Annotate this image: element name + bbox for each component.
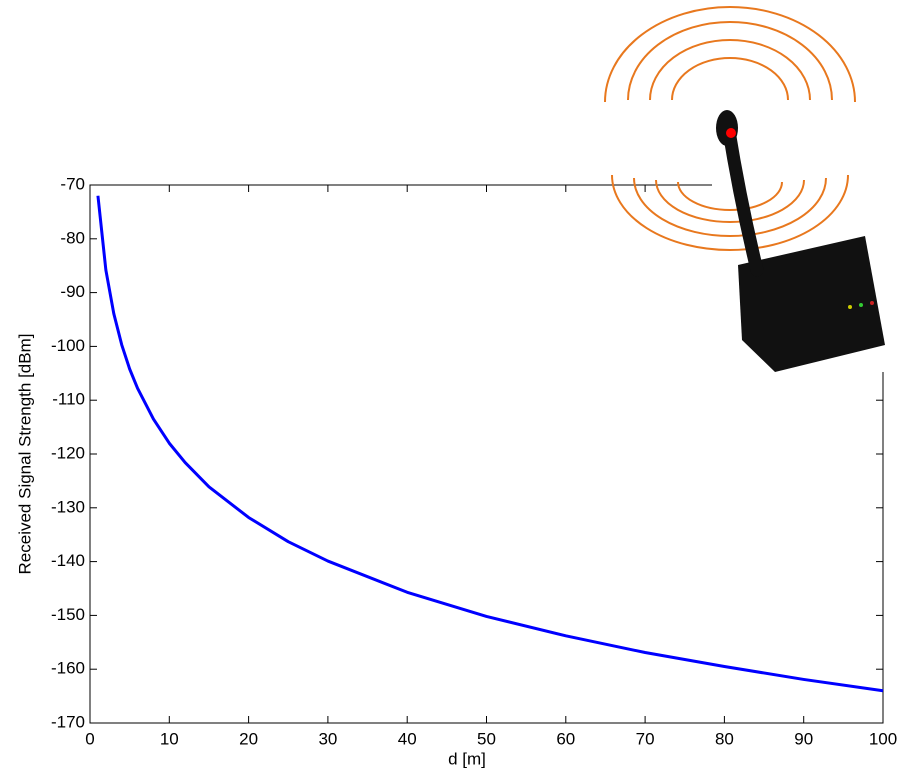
y-tick-label: -80 — [60, 228, 85, 247]
led — [848, 305, 852, 309]
x-tick-label: 40 — [398, 729, 417, 748]
led — [870, 301, 874, 305]
y-tick-label: -120 — [51, 443, 85, 462]
x-tick-label: 70 — [636, 729, 655, 748]
x-tick-label: 80 — [715, 729, 734, 748]
device-photo — [605, 7, 913, 372]
x-tick-label: 60 — [556, 729, 575, 748]
y-tick-label: -110 — [52, 390, 85, 409]
y-tick-label: -160 — [51, 659, 85, 678]
y-tick-label: -100 — [51, 336, 85, 355]
y-tick-label: -130 — [51, 497, 85, 516]
x-tick-label: 10 — [160, 729, 179, 748]
y-tick-label: -170 — [51, 712, 85, 731]
x-tick-label: 50 — [477, 729, 496, 748]
chart: 0 10 20 30 40 50 60 70 80 90 100 -170 -160 -150 -140 -1… — [0, 0, 913, 773]
led — [859, 303, 863, 307]
x-tick-label: 90 — [794, 729, 813, 748]
x-tick-label: 30 — [318, 729, 337, 748]
y-tick-label: -150 — [51, 605, 85, 624]
y-tick-label: -140 — [51, 551, 85, 570]
x-axis-label: d [m] — [448, 749, 486, 768]
x-tick-label: 100 — [869, 729, 897, 748]
y-tick-label: -90 — [60, 282, 85, 301]
x-tick-label: 20 — [239, 729, 258, 748]
x-tick-label: 0 — [85, 729, 94, 748]
antenna-tip — [716, 110, 738, 146]
y-axis-label: Received Signal Strength [dBm] — [15, 334, 34, 575]
y-tick-label: -70 — [60, 174, 85, 193]
red-light — [726, 128, 736, 138]
